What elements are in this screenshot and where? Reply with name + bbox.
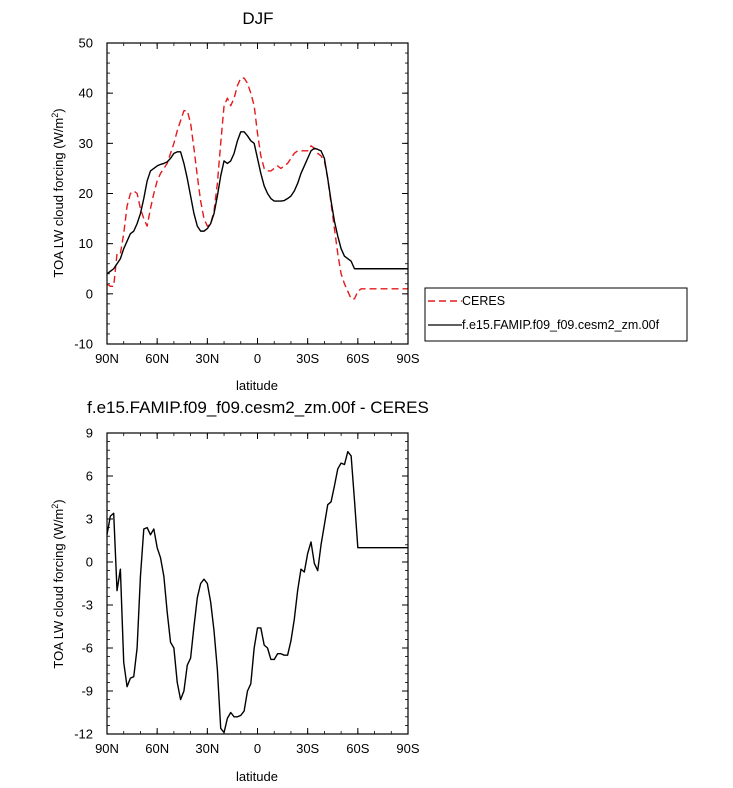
bottom-y-tick-label: 0 — [86, 555, 93, 570]
bottom-y-tick-label: -3 — [81, 598, 93, 613]
legend-label-ceres: CERES — [462, 294, 505, 308]
bottom-y-tick-label: -12 — [74, 727, 93, 742]
top-y-tick-label: 50 — [79, 36, 93, 51]
top-x-tick-label: 0 — [254, 351, 261, 366]
bottom-chart-title: f.e15.FAMIP.f09_f09.cesm2_zm.00f - CERES — [87, 398, 429, 417]
top-plot-frame — [106, 42, 409, 345]
bottom-y-tick-label: 9 — [86, 426, 93, 441]
bottom-x-tick-label: 60N — [145, 741, 169, 756]
bottom-series-line-0 — [106, 450, 408, 734]
top-x-tick-label: 30N — [195, 351, 219, 366]
bottom-y-tick-label: 6 — [86, 469, 93, 484]
top-x-tick-label: 30S — [296, 351, 319, 366]
bottom-y-tick-label: -6 — [81, 641, 93, 656]
legend-box — [424, 287, 688, 342]
top-y-axis-label: TOA LW cloud forcing (W/m2) — [50, 108, 66, 277]
top-x-tick-label: 90N — [95, 351, 119, 366]
top-series-line-0 — [106, 77, 408, 300]
bottom-chart: f.e15.FAMIP.f09_f09.cesm2_zm.00f - CERES… — [50, 398, 429, 784]
bottom-y-axis-label: TOA LW cloud forcing (W/m2) — [50, 499, 66, 668]
top-y-tick-label: 0 — [86, 286, 93, 301]
top-x-tick-label: 90S — [396, 351, 419, 366]
top-y-tick-label: 30 — [79, 136, 93, 151]
bottom-x-tick-label: 60S — [346, 741, 369, 756]
top-y-tick-label: -10 — [74, 337, 93, 352]
top-series-line-1 — [106, 131, 408, 275]
top-chart-title: DJF — [242, 9, 273, 28]
top-legend: CERES f.e15.FAMIP.f09_f09.cesm2_zm.00f — [424, 287, 688, 342]
top-x-tick-label: 60S — [346, 351, 369, 366]
top-chart: DJF TOA LW cloud forcing (W/m2) latitude… — [50, 9, 688, 393]
bottom-x-tick-label: 90N — [95, 741, 119, 756]
top-x-axis-label: latitude — [236, 378, 278, 393]
legend-label-model: f.e15.FAMIP.f09_f09.cesm2_zm.00f — [462, 318, 660, 332]
top-y-tick-label: 40 — [79, 86, 93, 101]
bottom-y-tick-label: -9 — [81, 684, 93, 699]
bottom-x-axis-label: latitude — [236, 769, 278, 784]
bottom-x-tick-label: 30S — [296, 741, 319, 756]
bottom-x-tick-label: 90S — [396, 741, 419, 756]
top-y-tick-label: 10 — [79, 236, 93, 251]
bottom-plot-frame — [106, 432, 409, 735]
top-x-tick-label: 60N — [145, 351, 169, 366]
top-y-tick-label: 20 — [79, 186, 93, 201]
bottom-x-tick-label: 0 — [254, 741, 261, 756]
bottom-y-tick-label: 3 — [86, 512, 93, 527]
bottom-x-tick-label: 30N — [195, 741, 219, 756]
